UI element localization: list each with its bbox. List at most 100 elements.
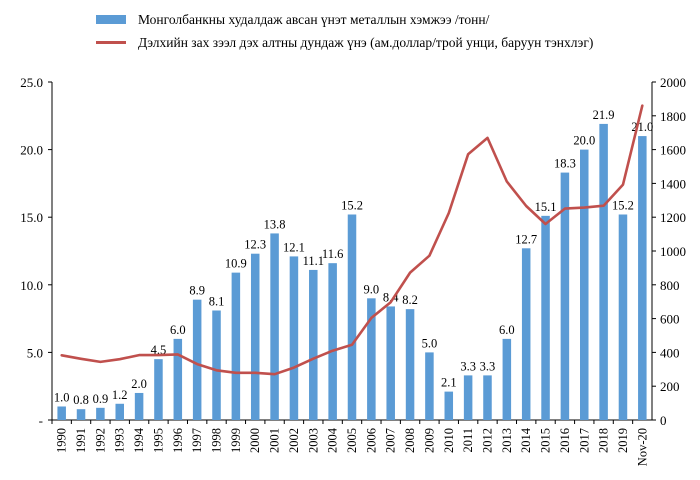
legend-bar-label: Монголбанкны худалдаж авсан үнэт металлы… <box>138 11 490 27</box>
bar <box>231 272 241 420</box>
bar-data-label: 3.3 <box>460 359 476 373</box>
x-tick-label: 2018 <box>597 428 611 453</box>
x-tick-label: 1993 <box>113 428 127 453</box>
right-tick-label: 400 <box>660 345 680 360</box>
bar-data-label: 6.0 <box>170 323 186 337</box>
bar-data-label: 12.3 <box>244 238 266 252</box>
x-tick-label: 1996 <box>171 428 185 453</box>
bar-data-label: 5.0 <box>422 336 438 350</box>
right-tick-label: 1400 <box>660 176 686 191</box>
bar-data-label: 15.2 <box>612 198 634 212</box>
bar-data-label: 8.2 <box>402 293 418 307</box>
x-tick-label: 2017 <box>577 428 591 453</box>
legend-item-bars: Монголбанкны худалдаж авсан үнэт металлы… <box>96 8 593 31</box>
x-tick-label: 1994 <box>132 427 146 453</box>
bar <box>76 409 86 420</box>
bar-data-label: 0.8 <box>73 393 89 407</box>
bar <box>560 172 570 420</box>
bar-data-label: 12.7 <box>515 232 537 246</box>
x-tick-label: 2005 <box>345 428 359 453</box>
right-tick-label: 1600 <box>660 143 686 158</box>
bar-data-label: 11.6 <box>322 247 343 261</box>
bar <box>57 406 66 420</box>
bar <box>599 123 608 421</box>
bar <box>425 352 434 420</box>
x-tick-label: 2011 <box>461 428 475 453</box>
bar-data-label: 2.1 <box>441 376 457 390</box>
bar-data-label: 8.1 <box>209 294 225 308</box>
bar <box>463 375 473 420</box>
bar <box>502 338 512 420</box>
legend-bar-swatch <box>96 15 126 24</box>
x-tick-label: 2001 <box>268 428 282 453</box>
right-tick-label: 600 <box>660 312 680 327</box>
bar <box>386 306 395 420</box>
right-tick-label: 1200 <box>660 210 686 225</box>
bar <box>638 136 647 420</box>
left-tick-label: 5.0 <box>27 345 43 360</box>
bar <box>405 309 415 420</box>
bar <box>521 248 531 420</box>
bar-data-label: 10.9 <box>225 257 247 271</box>
x-tick-label: 1991 <box>74 428 88 453</box>
bar-data-label: 2.0 <box>131 377 147 391</box>
x-tick-label: 1990 <box>55 428 69 453</box>
bar <box>134 392 144 420</box>
x-tick-label: 2014 <box>519 427 533 453</box>
bar <box>289 256 299 420</box>
x-tick-label: 2016 <box>558 428 572 453</box>
bar <box>580 149 589 420</box>
bar-data-label: 18.3 <box>554 157 576 171</box>
bar <box>483 375 492 420</box>
legend-line-swatch <box>96 41 126 44</box>
bar <box>192 299 202 420</box>
x-tick-label: 2002 <box>287 428 301 453</box>
bar-data-label: 6.0 <box>499 323 515 337</box>
bar <box>250 253 260 420</box>
bar <box>270 233 279 420</box>
bar-data-label: 13.8 <box>264 217 286 231</box>
bar-data-label: 11.1 <box>303 254 324 268</box>
x-tick-label: 1995 <box>151 428 165 453</box>
bar <box>347 214 357 420</box>
left-tick-label: 25.0 <box>20 75 43 90</box>
right-tick-label: 200 <box>660 379 680 394</box>
legend-item-line: Дэлхийн зах зээл дэх алтны дундаж үнэ (а… <box>96 31 593 54</box>
x-tick-label: 2007 <box>384 428 398 453</box>
x-tick-label: 2004 <box>326 427 340 453</box>
bar <box>367 298 376 420</box>
bar-data-label: 20.0 <box>573 134 595 148</box>
bar <box>154 359 163 420</box>
bar-data-label: 9.0 <box>364 282 380 296</box>
bar <box>444 391 454 420</box>
x-tick-label: 2000 <box>248 428 262 453</box>
left-tick-label: - <box>39 413 43 428</box>
bar-data-label: 8.9 <box>189 284 205 298</box>
bar-data-label: 21.9 <box>593 108 615 122</box>
x-tick-label: 2003 <box>306 428 320 453</box>
x-tick-label: 1998 <box>210 428 224 453</box>
right-tick-label: 1000 <box>660 244 686 259</box>
left-tick-label: 15.0 <box>20 210 43 225</box>
bar <box>328 263 337 420</box>
x-tick-label: 2006 <box>364 428 378 453</box>
left-tick-label: 20.0 <box>20 143 43 158</box>
x-tick-label: 2019 <box>616 428 630 453</box>
x-tick-label: 2013 <box>500 428 514 453</box>
bar-data-label: 1.2 <box>112 388 128 402</box>
bar <box>173 338 183 420</box>
bar-data-label: 15.1 <box>535 200 557 214</box>
right-tick-label: 1800 <box>660 109 686 124</box>
chart-legend: Монголбанкны худалдаж авсан үнэт металлы… <box>96 8 593 54</box>
gold-price-line <box>60 104 644 376</box>
x-tick-label: 2015 <box>539 428 553 453</box>
bar-data-label: 1.0 <box>54 390 70 404</box>
bar <box>96 407 105 420</box>
right-tick-label: 2000 <box>660 75 686 90</box>
bar <box>309 269 318 420</box>
x-tick-label: 2009 <box>422 428 436 453</box>
x-tick-label: 1992 <box>93 428 107 453</box>
bar-data-label: 3.3 <box>480 359 496 373</box>
bar <box>115 403 124 420</box>
